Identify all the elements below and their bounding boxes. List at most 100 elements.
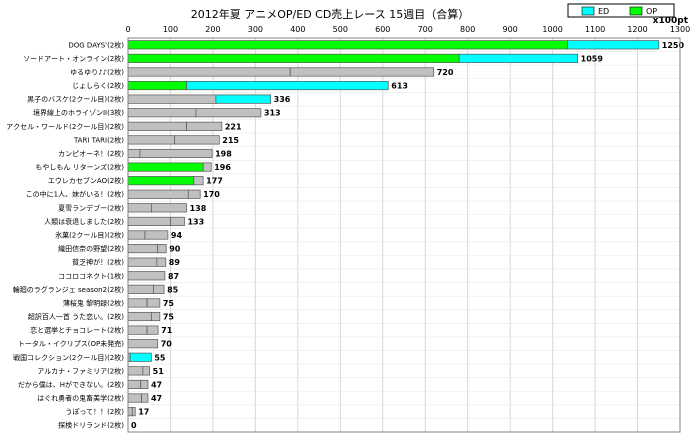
grid	[127, 38, 681, 433]
category-label: ゆるゆり♪♪(2枚)	[70, 67, 124, 76]
x-tick-label: 1200	[627, 25, 647, 34]
category-label: もやしもん リターンズ(2枚)	[35, 163, 124, 172]
category-label: アルカナ・ファミリア(2枚)	[37, 366, 124, 375]
category-label: トータル・イクリプス(OP未発売)	[18, 339, 124, 348]
category-label: 恋と選挙とチョコレート(2枚)	[30, 326, 124, 335]
bar-segment	[127, 393, 142, 403]
category-label: 黒子のバスケ(2クール目)(2枚)	[27, 95, 124, 104]
x-tick-label: 400	[290, 25, 305, 34]
bar-segment	[127, 203, 152, 213]
bar-segment	[142, 366, 151, 376]
bar-segment	[127, 298, 148, 308]
bar-segment	[127, 407, 133, 417]
bar-segment	[127, 94, 217, 104]
bar-segment	[127, 189, 189, 199]
category-label: はぐれ勇者の鬼畜美学(2枚)	[37, 394, 124, 403]
x-tick-label: 1100	[585, 25, 605, 34]
value-label: 87	[168, 272, 179, 281]
bar-segment	[140, 379, 149, 390]
category-label: エウレカセブンAO(2枚)	[48, 176, 124, 185]
bars	[127, 40, 660, 417]
chart-title: 2012年夏 アニメOP/ED CD売上レース 15週目（合算）	[191, 7, 470, 21]
bar-segment	[127, 67, 291, 77]
bar-segment	[127, 257, 158, 267]
category-label: アクセル・ワールド(2クール目)(2枚)	[6, 122, 124, 131]
bar-segment	[127, 80, 187, 91]
bar-segment	[186, 80, 389, 91]
bar-segment	[151, 311, 161, 322]
value-label: 51	[153, 367, 165, 376]
category-label: 輪廻のラグランジェ season2(2枚)	[13, 285, 124, 294]
bar-segment	[131, 407, 136, 417]
value-label: 70	[161, 340, 173, 349]
bar-segment	[127, 162, 204, 172]
legend: ED OP	[567, 3, 675, 18]
bar-segment	[127, 379, 142, 390]
category-label: うぽって！！(2枚)	[65, 407, 124, 416]
x-tick-label: 500	[333, 25, 348, 34]
legend-box	[567, 3, 675, 18]
bar-segment	[567, 40, 660, 50]
category-labels: DOG DAYS'(2枚) ソードアート・オンライン(2枚) ゆるゆり♪♪(2枚) じ…	[6, 40, 124, 429]
bar-segment	[127, 339, 159, 349]
value-labels: 1250105972061333631322121519819617717013…	[131, 41, 684, 430]
x-tick-label: 1000	[542, 25, 562, 34]
bar-segment	[215, 94, 272, 104]
value-label: 138	[190, 204, 207, 213]
category-label: 織田信奈の野望(2枚)	[58, 244, 124, 253]
value-label: 336	[274, 95, 291, 104]
category-label: DOG DAYS'(2枚)	[68, 40, 124, 49]
category-label: だから僕は、Hができない。(2枚)	[18, 380, 124, 389]
x-axis-ticks: 0 100 200 300 400 500 600 700 800 900 1000 1100 1200…	[125, 25, 690, 34]
value-label: 613	[391, 82, 408, 91]
category-label: 夏雪ランデブー(2枚)	[58, 203, 124, 212]
category-label: じょしらく(2枚)	[72, 81, 124, 90]
bar-segment	[193, 176, 204, 186]
category-label: TARI TARI(2枚)	[73, 135, 124, 144]
category-label: ソードアート・オンライン(2枚)	[23, 54, 124, 63]
category-label: 氷菓(2クール目)(2枚)	[55, 231, 124, 240]
category-label: 戦国コレクション(2クール目)(2枚)	[13, 353, 124, 362]
bar-segment	[127, 135, 176, 145]
unit-label: x100pt	[653, 16, 689, 26]
value-label: 1250	[662, 41, 685, 50]
legend-label-ed: ED	[598, 7, 609, 16]
bar-segment	[127, 284, 154, 294]
bar-segment	[174, 135, 220, 145]
category-label: 人類は衰退しました(2枚)	[44, 217, 124, 226]
value-label: 720	[437, 68, 454, 77]
value-label: 133	[187, 217, 204, 226]
value-label: 215	[222, 136, 239, 145]
bar-segment	[144, 230, 169, 240]
legend-label-op: OP	[646, 7, 657, 16]
value-label: 196	[214, 163, 231, 172]
bar-segment	[170, 216, 185, 226]
bar-segment	[127, 40, 568, 50]
x-tick-label: 200	[205, 25, 220, 34]
x-tick-label: 600	[375, 25, 390, 34]
bar-segment	[195, 108, 262, 118]
bar-segment	[127, 108, 197, 118]
bar-segment	[146, 325, 159, 335]
legend-swatch-ed	[581, 6, 595, 16]
category-label: 貧乏神が！(2枚)	[72, 258, 124, 267]
bar-segment	[127, 176, 195, 186]
value-label: 94	[171, 231, 183, 240]
value-label: 1059	[581, 54, 604, 63]
bar-segment	[127, 325, 148, 335]
bar-segment	[289, 67, 435, 77]
category-label: 境界線上のホライゾンII(3枚)	[33, 108, 124, 117]
bar-segment	[127, 366, 144, 376]
bar-segment	[151, 203, 187, 213]
bar-segment	[127, 121, 187, 131]
value-label: 75	[163, 313, 175, 322]
x-tick-label: 1300	[670, 25, 690, 34]
value-label: 90	[169, 245, 181, 254]
value-label: 85	[167, 285, 179, 294]
category-label: 探検ドリランド(2枚)	[58, 421, 124, 430]
x-tick-label: 900	[503, 25, 518, 34]
x-tick-label: 0	[125, 25, 130, 34]
bar-segment	[127, 148, 141, 159]
value-label: 47	[151, 394, 162, 403]
category-label: ココロコネクト(1枚)	[58, 271, 124, 280]
